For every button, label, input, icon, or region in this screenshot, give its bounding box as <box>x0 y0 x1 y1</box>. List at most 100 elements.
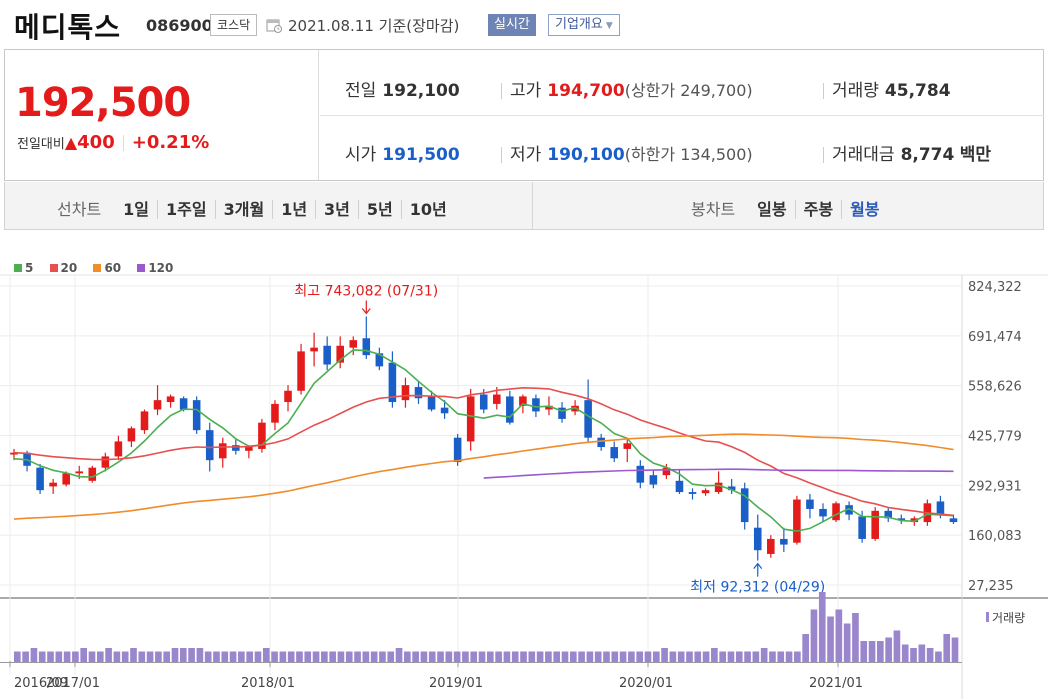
candle-body <box>649 475 658 485</box>
up-arrow-icon: ▲ <box>64 133 78 152</box>
x-tick-label: 2016/09 <box>14 676 68 691</box>
realtime-button[interactable]: 실시간 <box>488 14 536 36</box>
tab-monthly[interactable]: 월봉 <box>841 200 888 219</box>
volume-bar <box>420 651 428 662</box>
tab-5y[interactable]: 5년 <box>357 200 401 219</box>
change-label: 전일대비 <box>17 137 65 152</box>
y-tick-label: 558,626 <box>968 380 1022 395</box>
tab-1w[interactable]: 1주일 <box>157 200 215 219</box>
volume-bar <box>354 651 361 662</box>
volume-bar <box>113 651 121 662</box>
volume-bar <box>321 651 328 662</box>
candle-body <box>636 465 645 483</box>
candle-body <box>740 488 749 523</box>
volume-bar <box>918 644 926 662</box>
volume-bar <box>105 648 112 662</box>
volume-bar <box>711 648 718 662</box>
volume-bar <box>511 651 519 662</box>
volume-bar <box>495 651 502 662</box>
legend-swatch <box>93 264 102 272</box>
tab-3m[interactable]: 3개월 <box>214 200 273 219</box>
candle-body <box>936 501 945 515</box>
volume-value: 45,784 <box>884 81 951 101</box>
candle-body <box>258 422 266 449</box>
legend-label: 120 <box>148 261 174 275</box>
tab-3y[interactable]: 3년 <box>315 200 358 219</box>
candle-body <box>179 398 188 410</box>
amount-value: 8,774 <box>900 145 955 165</box>
candle-body <box>153 400 162 410</box>
candle-body <box>897 518 906 521</box>
divider <box>532 182 533 229</box>
volume-bar <box>735 651 743 662</box>
candle-body <box>75 471 84 474</box>
tab-daily[interactable]: 일봉 <box>757 200 787 219</box>
candle-body <box>767 538 775 554</box>
volume-legend-swatch <box>986 612 989 622</box>
tab-1y[interactable]: 1년 <box>272 200 316 219</box>
company-overview-dropdown[interactable]: 기업개요 ▼ <box>548 14 620 36</box>
stock-chart: 5 20 60 120 824,322 691,474 558,626 425,779… <box>0 255 1048 699</box>
tab-1d[interactable]: 1일 <box>123 200 150 219</box>
volume-bar <box>578 651 585 662</box>
line-chart-label: 선차트 <box>57 200 102 219</box>
volume-bar <box>146 651 154 662</box>
volume-bar <box>462 651 469 662</box>
volume-bar <box>312 651 320 662</box>
prev-close: 전일 192,100 <box>345 76 460 101</box>
candle-body <box>192 400 201 431</box>
x-tick-label: 2017/01 <box>46 676 100 691</box>
volume-bar <box>893 630 901 662</box>
volume-bar <box>287 651 295 662</box>
volume-bar <box>345 651 353 662</box>
volume-bar <box>453 651 461 662</box>
volume-bar <box>304 651 312 662</box>
volume-bar <box>196 648 204 662</box>
volume-bar <box>603 651 610 662</box>
candle-body <box>36 467 44 491</box>
tab-weekly[interactable]: 주봉 <box>794 200 842 219</box>
legend-item-ma5: 5 <box>14 261 33 275</box>
volume-bar <box>379 651 386 662</box>
volume-bar <box>370 651 378 662</box>
candle-body <box>623 443 632 449</box>
tab-10y[interactable]: 10년 <box>400 200 455 219</box>
open-value: 191,500 <box>382 145 460 165</box>
volume-bar <box>810 609 818 662</box>
low-price: 저가 190,100(하한가 134,500) <box>501 140 753 165</box>
open-label: 시가 <box>345 145 377 165</box>
trade-amount: 거래대금 8,774 백만 <box>823 140 991 165</box>
volume-bar <box>943 634 951 662</box>
y-tick-label: 292,931 <box>968 479 1022 494</box>
volume-bar <box>677 651 685 662</box>
volume-bar <box>910 648 917 662</box>
high-label: 고가 <box>510 81 542 101</box>
volume-bar <box>88 651 96 662</box>
candle-body <box>949 518 958 523</box>
candle-body <box>545 405 553 410</box>
candle-body <box>832 503 840 521</box>
volume-bar <box>860 641 868 662</box>
period-tab-group: 선차트 1일 1주일 3개월 1년 3년 5년 10년 <box>57 196 455 220</box>
volume-bar <box>362 651 370 662</box>
stock-code: 086900 <box>146 16 213 35</box>
volume-bar <box>55 651 63 662</box>
candle-body <box>532 398 540 412</box>
volume-bar <box>80 648 88 662</box>
divider <box>501 83 502 99</box>
volume-bar <box>669 651 677 662</box>
candle-body <box>127 428 136 442</box>
price-summary: 192,500 전일대비▲400 +0.21% <box>5 50 319 180</box>
volume-bar <box>586 651 594 662</box>
lower-limit: (하한가 134,500) <box>624 145 753 164</box>
volume-bar <box>213 651 220 662</box>
candle-body <box>793 499 801 543</box>
change-percent: +0.21% <box>131 132 210 153</box>
candle-body <box>88 467 97 481</box>
low-label: 저가 <box>510 145 542 165</box>
candle-body <box>558 407 566 419</box>
change-value: 400 <box>77 132 115 153</box>
volume-bar <box>30 648 38 662</box>
candle-body <box>297 351 305 391</box>
volume-bar <box>686 651 693 662</box>
